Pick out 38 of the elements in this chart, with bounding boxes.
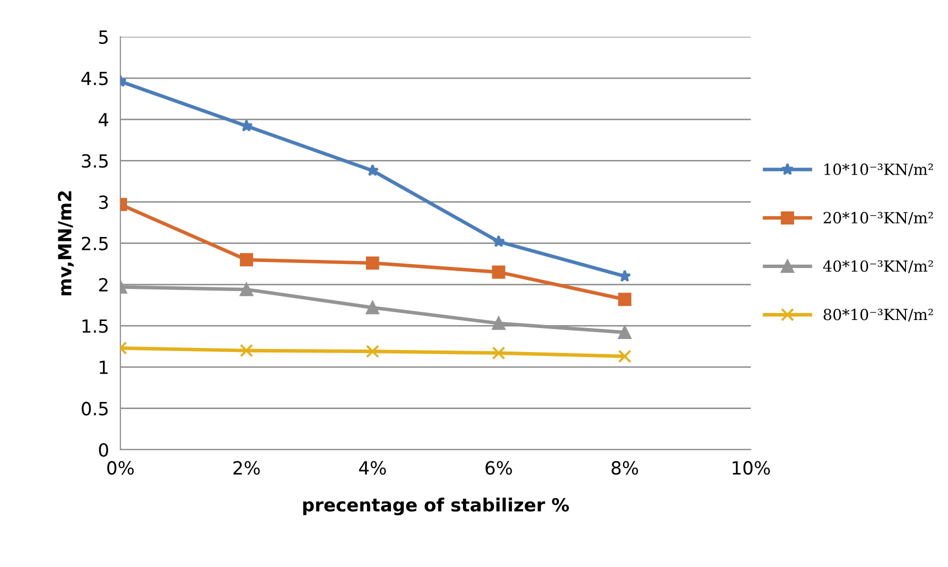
- point: [492, 266, 506, 279]
- point: [618, 326, 632, 340]
- point: [618, 292, 632, 306]
- point: [618, 350, 632, 363]
- x-axis-title: precentage of stabilizer %: [303, 498, 569, 516]
- x-tick-label: 10%: [732, 461, 770, 475]
- point: [492, 316, 506, 330]
- point: [240, 253, 254, 266]
- legend-label: 20*10⁻³KN/m²: [824, 212, 933, 225]
- x-tick-label: 8%: [612, 461, 638, 475]
- y-tick-label: 1: [100, 360, 108, 374]
- point: [366, 344, 380, 358]
- point: [366, 256, 380, 270]
- y-tick-label: 1.5: [82, 319, 108, 333]
- point: [492, 234, 505, 248]
- y-tick-label: 0: [98, 443, 108, 457]
- legend-label: 40*10⁻³KN/m²: [823, 260, 933, 274]
- y-tick-label: 3.5: [82, 154, 108, 168]
- y-tick-label: 0.5: [82, 402, 108, 416]
- point: [366, 301, 380, 314]
- y-tick-label: 2.5: [82, 236, 108, 250]
- point: [240, 119, 253, 132]
- y-axis-title: mv,MN/m2: [58, 191, 74, 296]
- point: [240, 344, 254, 358]
- x-tick-label: 0%: [107, 461, 134, 475]
- y-tick-label: 5: [99, 30, 108, 44]
- point: [366, 164, 379, 176]
- x-tick-label: 6%: [486, 461, 512, 475]
- y-tick-label: 2: [99, 278, 108, 292]
- legend-label: 80*10⁻³KN/m²: [824, 308, 933, 322]
- y-tick-label: 4.5: [81, 72, 108, 86]
- y-tick-label: 3: [99, 195, 108, 210]
- point: [240, 282, 254, 296]
- y-tick-label: 4: [98, 113, 108, 126]
- legend-label: 10*10⁻³KN/m²: [824, 164, 933, 176]
- point: [492, 346, 506, 360]
- x-tick-label: 2%: [233, 461, 260, 475]
- x-tick-label: 4%: [359, 461, 386, 475]
